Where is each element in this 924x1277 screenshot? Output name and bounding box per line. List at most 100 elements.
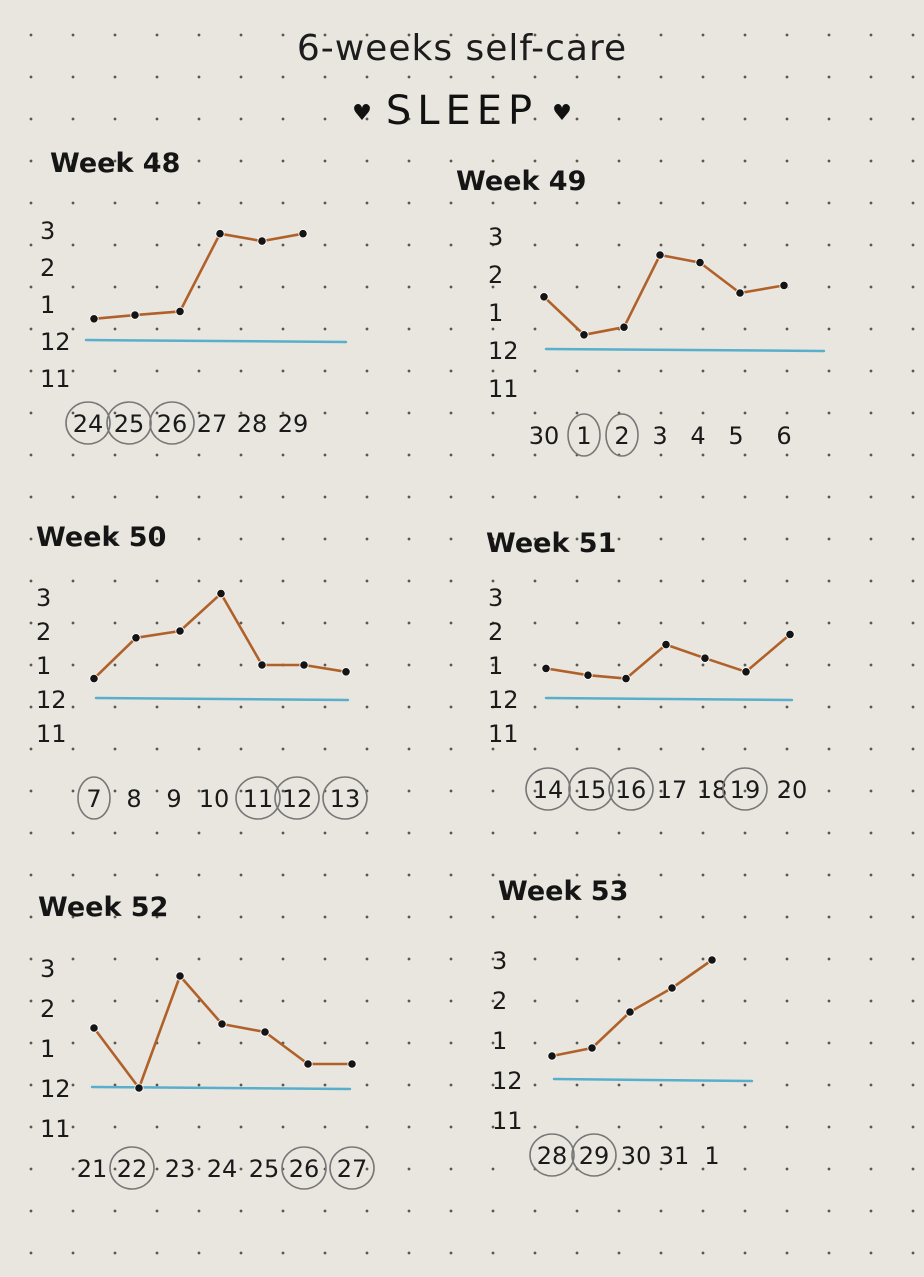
data-point bbox=[217, 1019, 227, 1029]
x-day-label: 28 bbox=[537, 1142, 568, 1170]
y-tick-label: 12 bbox=[488, 337, 519, 365]
day-circle-mark bbox=[274, 776, 320, 820]
day-circle-mark bbox=[605, 413, 639, 457]
data-point bbox=[257, 660, 267, 670]
data-point bbox=[667, 983, 677, 993]
data-point bbox=[216, 588, 226, 599]
week-title: Week 52 bbox=[38, 892, 169, 923]
data-point bbox=[298, 229, 308, 239]
y-tick-label: 3 bbox=[40, 217, 55, 245]
series-line bbox=[582, 325, 626, 337]
data-point bbox=[134, 1083, 144, 1093]
x-day-label: 9 bbox=[166, 785, 181, 813]
y-tick-label: 11 bbox=[40, 365, 71, 393]
x-day-label: 26 bbox=[157, 410, 188, 438]
data-point bbox=[587, 1043, 597, 1053]
y-tick-label: 1 bbox=[40, 1035, 55, 1063]
day-circle-mark bbox=[571, 1133, 617, 1177]
y-tick-label: 1 bbox=[40, 291, 55, 319]
baseline-12 bbox=[544, 347, 826, 353]
x-day-label: 17 bbox=[657, 776, 688, 804]
week-title: Week 53 bbox=[498, 876, 629, 907]
day-circle-mark bbox=[281, 1146, 327, 1190]
y-tick-label: 12 bbox=[36, 686, 67, 714]
y-tick-label: 3 bbox=[488, 584, 503, 612]
y-tick-label: 11 bbox=[36, 720, 67, 748]
baseline-12 bbox=[90, 1085, 352, 1091]
series-line bbox=[544, 643, 668, 680]
x-day-label: 30 bbox=[529, 422, 560, 450]
series-line bbox=[542, 295, 586, 337]
y-tick-label: 2 bbox=[40, 254, 55, 282]
day-circle-mark bbox=[567, 413, 601, 457]
data-point bbox=[130, 310, 140, 320]
y-tick-label: 11 bbox=[492, 1107, 523, 1135]
y-tick-label: 2 bbox=[36, 618, 51, 646]
data-point bbox=[695, 257, 705, 268]
data-point bbox=[341, 667, 351, 677]
y-tick-label: 12 bbox=[40, 1075, 71, 1103]
data-point bbox=[257, 236, 267, 246]
x-day-label: 25 bbox=[249, 1155, 280, 1183]
day-circle-mark bbox=[149, 401, 195, 445]
x-day-label: 22 bbox=[117, 1155, 148, 1183]
x-day-label: 15 bbox=[576, 776, 607, 804]
x-day-label: 12 bbox=[282, 785, 313, 813]
day-circle-mark bbox=[77, 776, 111, 820]
series-line bbox=[220, 1022, 354, 1066]
y-tick-label: 11 bbox=[40, 1115, 71, 1143]
y-tick-label: 1 bbox=[36, 652, 51, 680]
data-point bbox=[299, 660, 309, 670]
day-circle-mark bbox=[65, 401, 111, 445]
y-tick-label: 1 bbox=[492, 1027, 507, 1055]
x-day-label: 29 bbox=[579, 1142, 610, 1170]
week-title: Week 48 bbox=[50, 148, 181, 179]
subtitle-text: SLEEP bbox=[385, 88, 539, 134]
heart-icon: ♥ bbox=[552, 100, 572, 126]
x-day-label: 24 bbox=[207, 1155, 238, 1183]
data-point bbox=[547, 1051, 557, 1061]
x-day-label: 26 bbox=[289, 1155, 320, 1183]
x-day-label: 19 bbox=[730, 776, 761, 804]
x-day-label: 4 bbox=[690, 422, 705, 450]
x-day-label: 14 bbox=[533, 776, 564, 804]
data-point bbox=[735, 288, 745, 298]
data-point bbox=[785, 629, 795, 640]
x-day-label: 6 bbox=[776, 422, 791, 450]
day-circle-mark bbox=[322, 776, 368, 820]
data-point bbox=[89, 1023, 99, 1033]
data-point bbox=[625, 1007, 635, 1017]
series-line bbox=[178, 974, 224, 1026]
page-subtitle: ♥ SLEEP ♥ bbox=[0, 88, 924, 134]
heart-icon: ♥ bbox=[352, 100, 372, 126]
series-line bbox=[219, 592, 348, 674]
data-point bbox=[303, 1059, 313, 1069]
y-tick-label: 3 bbox=[40, 955, 55, 983]
x-day-label: 31 bbox=[659, 1142, 690, 1170]
day-circle-mark bbox=[722, 767, 768, 811]
x-day-label: 30 bbox=[621, 1142, 652, 1170]
page-title: 6-weeks self-care bbox=[296, 28, 628, 69]
day-circle-mark bbox=[235, 776, 281, 820]
y-tick-label: 3 bbox=[488, 223, 503, 251]
x-day-label: 8 bbox=[126, 785, 141, 813]
data-point bbox=[541, 663, 551, 674]
baseline-12 bbox=[84, 338, 348, 344]
data-point bbox=[661, 639, 671, 650]
series-line bbox=[664, 633, 792, 674]
y-tick-label: 2 bbox=[488, 618, 503, 646]
week-title: Week 51 bbox=[486, 528, 617, 559]
y-tick-label: 1 bbox=[488, 652, 503, 680]
x-day-label: 11 bbox=[243, 785, 274, 813]
y-tick-label: 2 bbox=[40, 995, 55, 1023]
week-title: Week 49 bbox=[456, 166, 587, 197]
day-circle-mark bbox=[608, 767, 654, 811]
y-tick-label: 12 bbox=[488, 686, 519, 714]
data-point bbox=[779, 280, 789, 290]
x-day-label: 3 bbox=[652, 422, 667, 450]
data-point bbox=[539, 292, 549, 302]
data-point bbox=[89, 314, 99, 324]
x-day-label: 13 bbox=[330, 785, 361, 813]
